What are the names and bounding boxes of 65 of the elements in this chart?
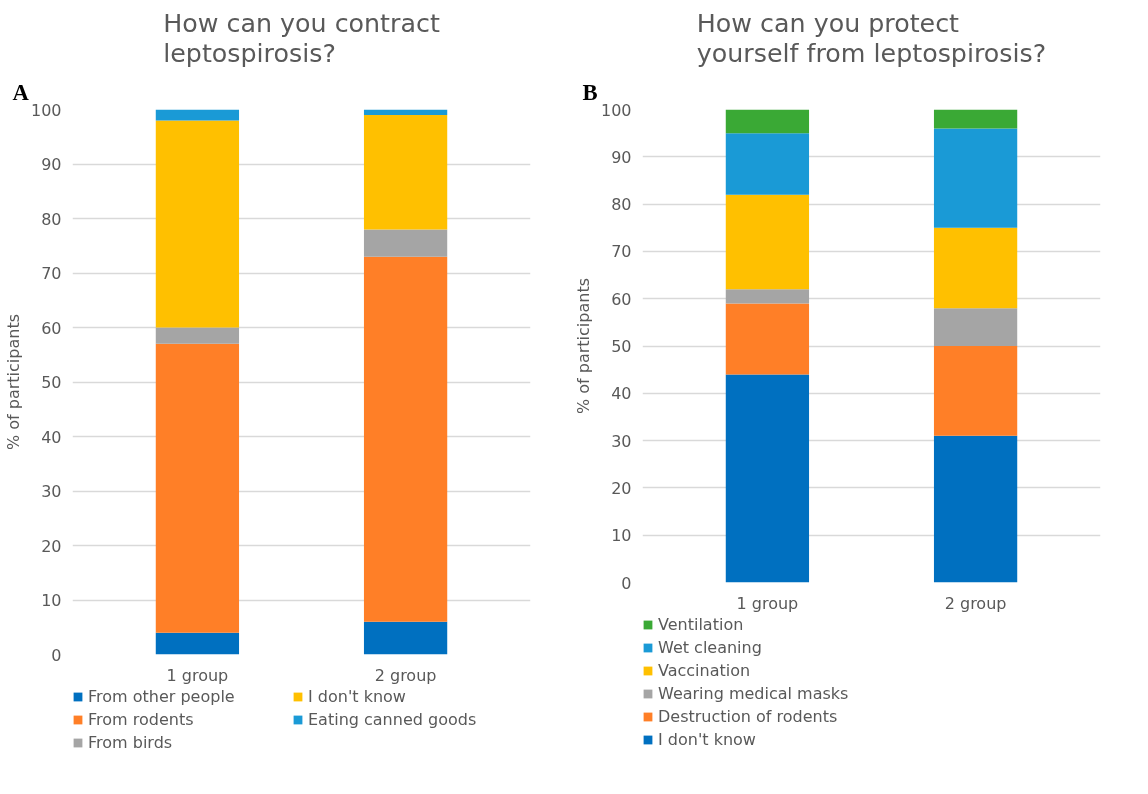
- chart-title: How can you protect yourself from leptospirosis?: [696, 7, 1047, 68]
- legend-label: Wearing medical masks: [658, 684, 849, 703]
- y-tick-label: 40: [41, 427, 62, 447]
- text: A: [12, 79, 30, 105]
- y-tick-label: 20: [611, 478, 632, 498]
- legend-label: From rodents: [88, 710, 195, 729]
- bar: [155, 343, 240, 633]
- legend-label: Ventilation: [658, 615, 744, 634]
- bar: [363, 229, 448, 257]
- bar: [363, 114, 448, 230]
- chart-title: How can you contract leptospirosis?: [163, 7, 440, 68]
- y-tick-label: 90: [41, 155, 62, 174]
- legend-label: From other people: [88, 687, 236, 706]
- bar: [155, 632, 240, 655]
- y-tick-label: 30: [41, 482, 62, 501]
- bar: [725, 289, 810, 304]
- bar: [933, 346, 1018, 436]
- legend-label: Vaccination: [658, 661, 751, 680]
- y-tick-label: 40: [611, 384, 632, 404]
- bar: [933, 109, 1018, 129]
- y-tick-label: 80: [41, 209, 62, 229]
- legend-label: Eating canned goods: [308, 710, 478, 729]
- bar: [363, 621, 448, 655]
- y-tick-label: 70: [41, 264, 62, 283]
- y-tick-label: 100: [600, 100, 632, 120]
- legend-label: Destruction of rodents: [658, 707, 838, 726]
- bar: [725, 303, 810, 375]
- y-tick-label: 50: [611, 337, 632, 356]
- bar: [725, 133, 810, 195]
- legend-label: From birds: [88, 733, 174, 752]
- y-tick-label: 70: [611, 242, 632, 262]
- legend-label: I don't know: [658, 730, 756, 749]
- y-tick-label: 60: [41, 318, 62, 338]
- y-tick-label: 10: [41, 591, 62, 610]
- bar: [933, 435, 1018, 583]
- x-tick-label: 2 group: [944, 593, 1007, 613]
- legend-label: I don't know: [308, 687, 407, 706]
- bar: [933, 308, 1018, 346]
- bar: [155, 109, 240, 121]
- y-tick-label: 60: [611, 289, 632, 309]
- bar: [363, 109, 448, 115]
- bar: [725, 109, 810, 134]
- y-tick-label: 10: [611, 526, 632, 546]
- x-tick-label: 1 group: [736, 593, 799, 613]
- y-tick-label: 90: [611, 147, 632, 167]
- y-tick-label: 50: [41, 373, 62, 392]
- bar: [725, 374, 810, 583]
- y-axis-title: % of participants: [573, 277, 593, 414]
- text: B: [582, 79, 598, 105]
- x-tick-label: 2 group: [374, 665, 437, 685]
- bar: [933, 128, 1018, 228]
- y-tick-label: 0: [51, 645, 62, 665]
- y-axis-title: % of participants: [3, 313, 23, 450]
- y-tick-label: 30: [611, 431, 632, 451]
- bar: [933, 227, 1018, 309]
- y-tick-label: 20: [41, 536, 62, 556]
- bar: [155, 120, 240, 328]
- x-tick-label: 1 group: [166, 665, 229, 685]
- y-tick-label: 0: [621, 573, 632, 593]
- y-tick-label: 100: [30, 100, 62, 120]
- bar: [363, 256, 448, 622]
- y-tick-label: 80: [611, 195, 632, 215]
- bar: [155, 327, 240, 344]
- legend-label: Wet cleaning: [658, 638, 762, 657]
- bar: [725, 194, 810, 290]
